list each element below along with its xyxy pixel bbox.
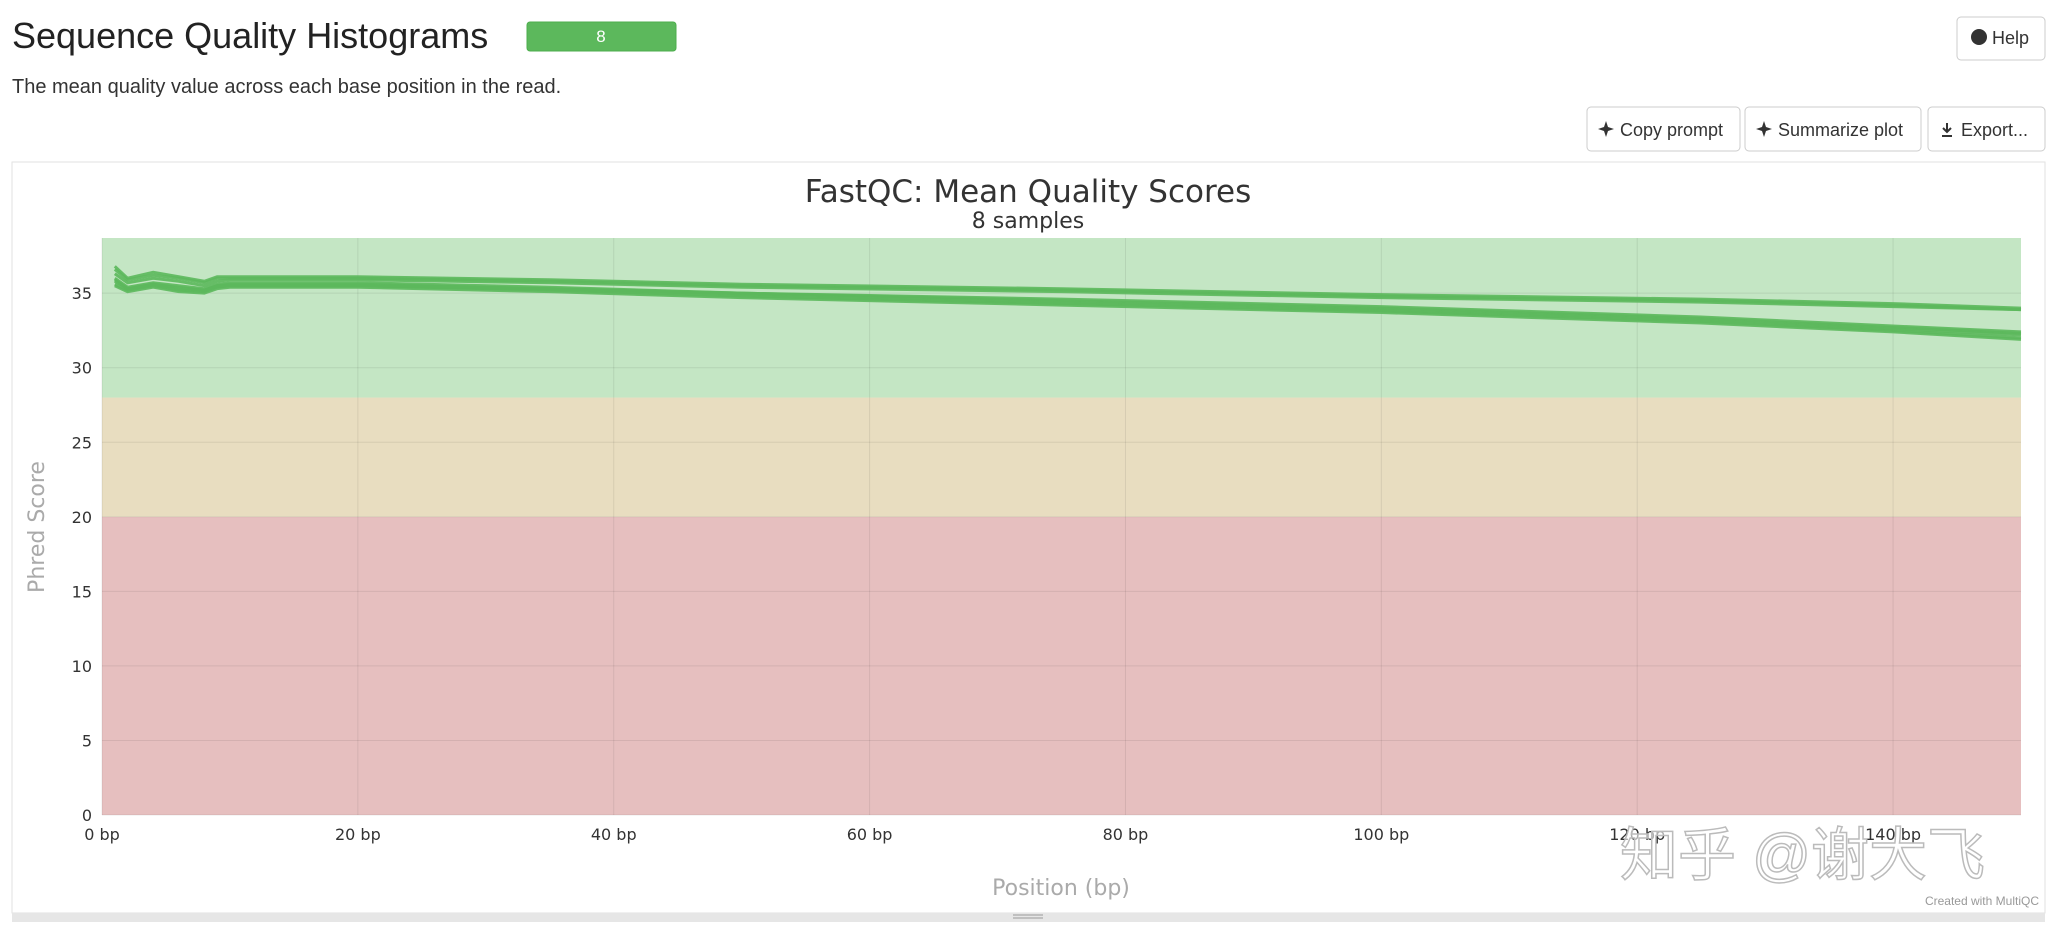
button[interactable] (1744, 106, 1922, 152)
badge-bg (526, 21, 677, 52)
help-label[interactable]: Help (1992, 28, 2029, 48)
credit: Created with MultiQC (1925, 894, 2039, 908)
x-axis-label: Position (bp) (992, 876, 1130, 901)
button-label[interactable]: Summarize plot (1778, 120, 1903, 140)
band (102, 397, 2021, 517)
badge: 8 (596, 27, 605, 46)
x-tick-label: 40 bp (591, 825, 637, 844)
button-label[interactable]: Copy prompt (1620, 120, 1723, 140)
x-tick-label: 0 bp (84, 825, 120, 844)
y-tick-label: 0 (82, 806, 92, 825)
help-icon (1971, 29, 1987, 45)
help-button-bg[interactable] (1956, 16, 2046, 61)
x-tick-label: 140 bp (1865, 825, 1921, 844)
y-axis-label: Phred Score (25, 461, 50, 593)
button[interactable] (1927, 106, 2046, 152)
watermark: 知乎 @谢大飞 (1620, 823, 1985, 888)
chart-subtitle: 8 samples (972, 209, 1084, 234)
y-tick-label: 5 (82, 731, 92, 750)
button-label[interactable]: Export... (1961, 120, 2028, 140)
sparkle-icon (1756, 121, 1772, 137)
y-tick-label: 15 (72, 582, 92, 601)
band (102, 516, 2021, 815)
y-tick-label: 35 (72, 284, 92, 303)
sparkle-icon (1598, 121, 1614, 137)
x-tick-label: 100 bp (1353, 825, 1409, 844)
y-tick-label: 25 (72, 433, 92, 452)
y-tick-label: 10 (72, 657, 92, 676)
help-button[interactable]: Help (1956, 16, 2046, 61)
x-tick-label: 80 bp (1103, 825, 1149, 844)
series-line (113, 272, 2022, 312)
button[interactable] (1586, 106, 1741, 152)
x-tick-label: 60 bp (847, 825, 893, 844)
y-tick-label: 30 (72, 359, 92, 378)
resize-grip (1013, 914, 1043, 919)
x-tick-label: 20 bp (335, 825, 381, 844)
chart-title: FastQC: Mean Quality Scores (805, 174, 1252, 210)
x-tick-label: 120 bp (1609, 825, 1665, 844)
download-icon (1942, 123, 1952, 137)
description: The mean quality value across each base … (12, 76, 561, 98)
page-title: Sequence Quality Histograms (12, 15, 488, 56)
series-line (113, 278, 2022, 334)
y-tick-label: 20 (72, 508, 92, 527)
